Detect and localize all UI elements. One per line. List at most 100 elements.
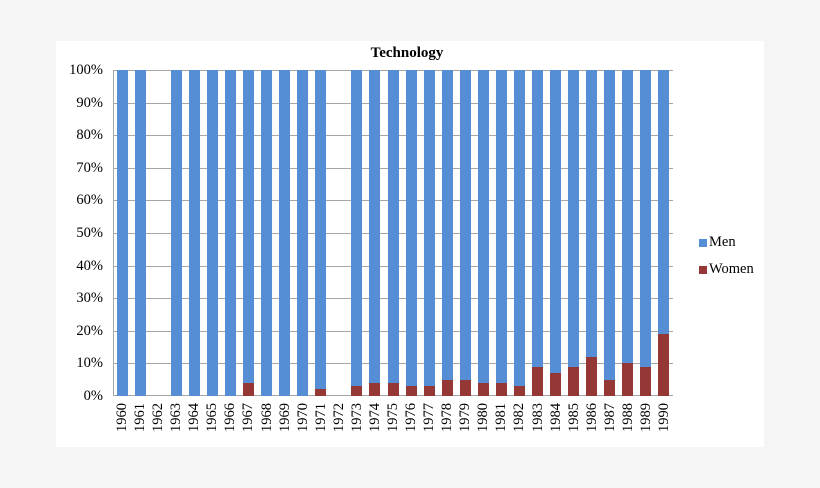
- bar-segment-women: [568, 366, 580, 396]
- bar-segment-men: [134, 70, 146, 396]
- x-tick-label: 1963: [168, 403, 185, 432]
- bar-1966: [224, 70, 236, 396]
- men-swatch-icon: [699, 239, 707, 247]
- x-tick-label: 1986: [583, 403, 600, 432]
- bar-1973: [351, 70, 363, 396]
- x-tick-label: 1983: [529, 403, 546, 432]
- bar-segment-men: [622, 70, 634, 364]
- bar-1980: [477, 70, 489, 396]
- bar-1983: [532, 70, 544, 396]
- bar-segment-women: [658, 334, 670, 396]
- bar-segment-men: [261, 70, 273, 396]
- x-tick-label: 1980: [475, 403, 492, 432]
- bar-1977: [423, 70, 435, 396]
- y-tick-label: 90%: [76, 94, 103, 111]
- bar-segment-women: [441, 379, 453, 396]
- bar-segment-men: [658, 70, 670, 335]
- y-tick-label: 80%: [76, 127, 103, 144]
- chart-panel: Technology 0% 10% 20% 30% 40% 50% 60% 70% 80% 90%…: [56, 41, 764, 447]
- bar-1987: [604, 70, 616, 396]
- bar-segment-women: [369, 382, 381, 396]
- bar-segment-men: [315, 70, 327, 390]
- bar-1964: [188, 70, 200, 396]
- y-tick-label: 60%: [76, 192, 103, 209]
- y-tick-label: 30%: [76, 290, 103, 307]
- x-tick-label: 1988: [619, 403, 636, 432]
- x-tick-label: 1964: [186, 403, 203, 432]
- bar-segment-men: [477, 70, 489, 383]
- bar-1960: [116, 70, 128, 396]
- x-tick-label: 1989: [637, 403, 654, 432]
- bar-1978: [441, 70, 453, 396]
- x-tick-label: 1976: [403, 403, 420, 432]
- x-tick-label: 1960: [114, 403, 131, 432]
- bar-1985: [568, 70, 580, 396]
- women-swatch-icon: [699, 266, 707, 274]
- bar-1963: [170, 70, 182, 396]
- bar-segment-men: [495, 70, 507, 383]
- bar-segment-women: [459, 379, 471, 396]
- bar-segment-men: [188, 70, 200, 396]
- x-tick-label: 1962: [150, 403, 167, 432]
- bar-segment-men: [550, 70, 562, 374]
- legend-label-men: Men: [709, 234, 736, 250]
- y-tick-label: 70%: [76, 159, 103, 176]
- bar-segment-men: [532, 70, 544, 367]
- bar-segment-men: [297, 70, 309, 396]
- bar-1984: [550, 70, 562, 396]
- x-tick-label: 1968: [258, 403, 275, 432]
- x-tick-label: 1969: [276, 403, 293, 432]
- bar-segment-women: [550, 373, 562, 396]
- y-tick-label: 20%: [76, 322, 103, 339]
- bar-segment-men: [369, 70, 381, 383]
- x-tick-label: 1971: [312, 403, 329, 432]
- bar-segment-men: [206, 70, 218, 396]
- legend-label-women: Women: [709, 261, 754, 277]
- bar-segment-women: [423, 386, 435, 396]
- bar-1970: [297, 70, 309, 396]
- bar-segment-men: [387, 70, 399, 383]
- x-tick-label: 1985: [565, 403, 582, 432]
- bar-1965: [206, 70, 218, 396]
- bar-segment-women: [387, 382, 399, 396]
- bar-segment-men: [513, 70, 525, 387]
- bar-segment-women: [351, 386, 363, 396]
- x-tick-label: 1977: [421, 403, 438, 432]
- x-tick-label: 1987: [601, 403, 618, 432]
- bar-segment-women: [477, 382, 489, 396]
- bar-1988: [622, 70, 634, 396]
- bar-segment-women: [495, 382, 507, 396]
- bar-1961: [134, 70, 146, 396]
- bar-1982: [513, 70, 525, 396]
- bar-segment-men: [640, 70, 652, 367]
- bar-1971: [315, 70, 327, 396]
- bar-segment-men: [279, 70, 291, 396]
- bar-segment-men: [459, 70, 471, 380]
- x-tick-label: 1965: [204, 403, 221, 432]
- x-tick-label: 1973: [348, 403, 365, 432]
- y-tick-label: 10%: [76, 355, 103, 372]
- y-axis-line: [113, 70, 114, 396]
- x-tick-label: 1974: [366, 403, 383, 432]
- y-tick-label: 50%: [76, 225, 103, 241]
- x-tick-label: 1961: [132, 403, 149, 432]
- x-tick-label: 1972: [330, 403, 347, 432]
- x-tick-label: 1970: [294, 403, 311, 432]
- chart-title: Technology: [370, 45, 444, 61]
- bar-segment-men: [405, 70, 417, 387]
- bar-segment-women: [604, 379, 616, 396]
- x-tick-label: 1966: [222, 403, 239, 432]
- bar-segment-men: [116, 70, 128, 396]
- bar-segment-men: [586, 70, 598, 357]
- bar-segment-women: [242, 382, 254, 396]
- bar-1990: [658, 70, 670, 396]
- bar-1976: [405, 70, 417, 396]
- x-tick-label: 1981: [493, 403, 510, 432]
- bar-segment-women: [315, 389, 327, 396]
- x-tick-label: 1979: [457, 403, 474, 432]
- bar-segment-men: [224, 70, 236, 396]
- bar-1975: [387, 70, 399, 396]
- bar-1968: [261, 70, 273, 396]
- x-tick-label: 1984: [547, 403, 564, 432]
- plot-area: [113, 70, 673, 396]
